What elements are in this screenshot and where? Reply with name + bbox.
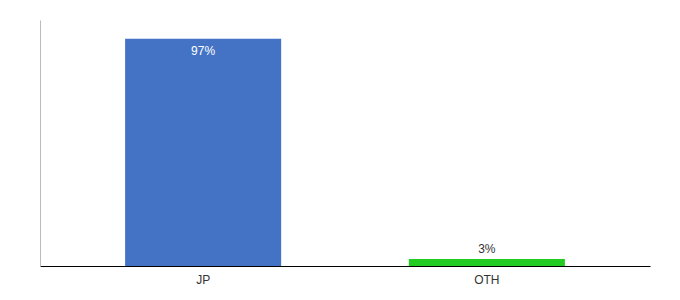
x-tick-label: OTH [474,273,499,287]
data-labels: 97% 3% [191,44,496,256]
x-tick: JP [196,273,210,287]
plot-area: JP OTH 97% 3% [41,21,651,287]
chart-container: JP OTH 97% 3% [0,0,680,300]
bars [125,39,565,266]
x-tick-label: JP [196,273,210,287]
data-label: 97% [191,44,215,58]
y-axis-line [40,21,41,267]
data-label: 3% [478,242,496,256]
x-axis: JP OTH [41,267,651,287]
chart: JP OTH 97% 3% [0,0,680,300]
bar [409,259,565,266]
x-tick: OTH [474,273,499,287]
x-axis-line [41,266,651,267]
bar [125,39,281,266]
y-axis [40,21,41,267]
